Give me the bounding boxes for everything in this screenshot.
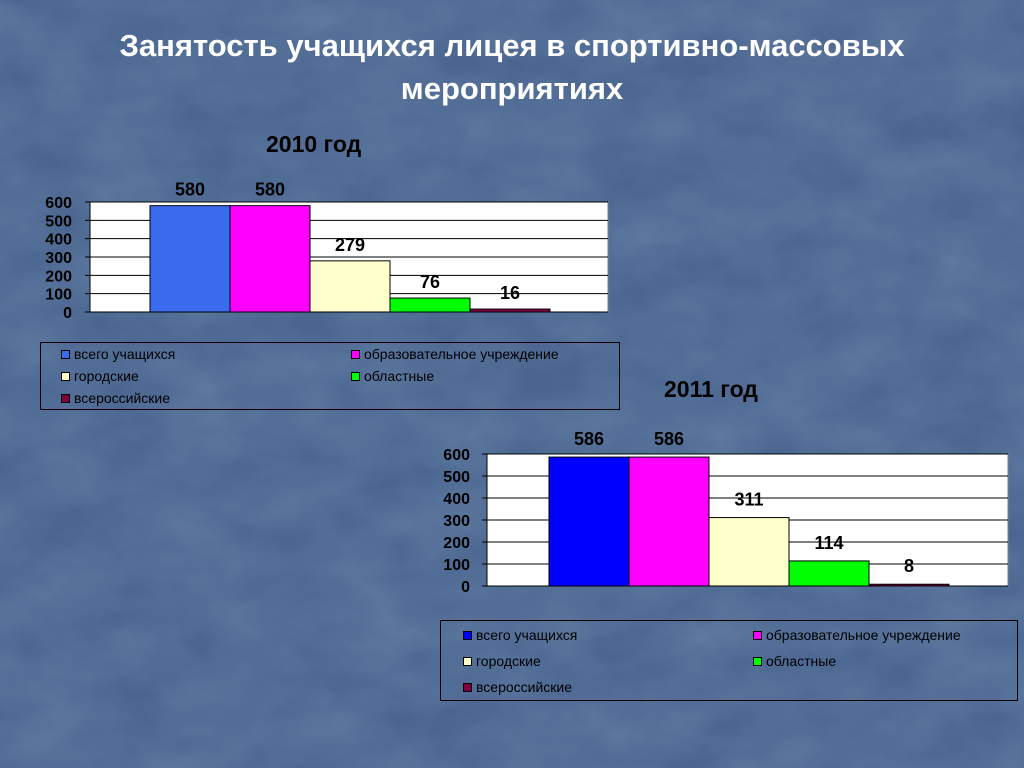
legend-item: городские xyxy=(463,653,541,669)
legend-item: всероссийские xyxy=(61,390,170,406)
y-tick-label: 400 xyxy=(45,232,72,249)
y-tick-label: 400 xyxy=(443,491,470,508)
bar-2 xyxy=(229,205,311,313)
bar-value-label: 580 xyxy=(255,180,285,200)
legend-label: всего учащихся xyxy=(476,627,578,643)
bar-2 xyxy=(628,456,710,587)
legend-label: областные xyxy=(766,653,837,669)
chart-2010-title: 2010 год xyxy=(266,131,362,157)
slide-title: Занятость учащихся лицея в спортивно-мас… xyxy=(40,24,984,110)
bar-value-label: 114 xyxy=(814,533,843,553)
chart-2011-title: 2011 год xyxy=(664,376,758,402)
legend-swatch xyxy=(61,371,70,381)
y-tick-label: 600 xyxy=(45,195,72,212)
legend-item: областные xyxy=(351,368,434,384)
y-tick-label: 200 xyxy=(443,535,470,552)
bar-3 xyxy=(309,260,391,313)
y-tick-label: 500 xyxy=(443,469,470,486)
legend-label: образовательное учреждение xyxy=(364,346,559,362)
y-tick-label: 0 xyxy=(63,305,72,322)
bar-value-label: 279 xyxy=(335,235,365,255)
y-tick-label: 200 xyxy=(45,268,72,285)
bar-4 xyxy=(788,560,870,587)
y-tick-label: 100 xyxy=(443,557,470,574)
legend-item: всего учащихся xyxy=(61,346,175,362)
y-tick-label: 300 xyxy=(443,513,470,530)
legend-swatch xyxy=(753,656,762,666)
chart-2010-legend: всего учащихся образовательное учреждение… xyxy=(40,342,620,410)
legend-item: образовательное учреждение xyxy=(351,346,559,362)
legend-label: городские xyxy=(74,368,139,384)
legend-label: городские xyxy=(476,653,541,669)
y-tick-label: 0 xyxy=(461,579,470,596)
slide-title-line2: мероприятиях xyxy=(400,71,624,106)
bar-value-label: 586 xyxy=(654,429,684,449)
bar-1 xyxy=(149,205,231,313)
legend-swatch xyxy=(61,349,70,359)
bar-1 xyxy=(548,456,630,587)
legend-swatch xyxy=(463,630,472,640)
legend-swatch xyxy=(61,393,70,403)
legend-swatch xyxy=(351,349,360,359)
legend-swatch xyxy=(463,656,472,666)
bar-value-label: 16 xyxy=(500,283,520,303)
legend-item: образовательное учреждение xyxy=(753,627,961,643)
chart-2011-legend: всего учащихся образовательное учреждение… xyxy=(440,620,1018,701)
bar-value-label: 8 xyxy=(904,556,914,576)
bar-value-label: 76 xyxy=(420,272,440,292)
slide-title-line1: Занятость учащихся лицея в спортивно-мас… xyxy=(119,28,905,63)
legend-swatch xyxy=(351,371,360,381)
legend-item: областные xyxy=(753,653,836,669)
legend-swatch xyxy=(753,630,762,640)
legend-item: городские xyxy=(61,368,139,384)
legend-label: всероссийские xyxy=(476,679,573,695)
legend-swatch xyxy=(463,682,472,692)
y-tick-label: 300 xyxy=(45,250,72,267)
bar-value-label: 586 xyxy=(574,429,604,449)
y-tick-label: 600 xyxy=(443,447,470,464)
y-tick-label: 100 xyxy=(45,287,72,304)
legend-label: всероссийские xyxy=(74,390,171,406)
legend-label: всего учащихся xyxy=(74,346,176,362)
bar-value-label: 580 xyxy=(175,180,205,200)
bar-value-label: 311 xyxy=(734,490,763,510)
legend-label: областные xyxy=(364,368,435,384)
bar-3 xyxy=(708,517,790,587)
legend-item: всероссийские xyxy=(463,679,572,695)
legend-label: образовательное учреждение xyxy=(766,627,961,643)
legend-item: всего учащихся xyxy=(463,627,577,643)
y-tick-label: 500 xyxy=(45,213,72,230)
